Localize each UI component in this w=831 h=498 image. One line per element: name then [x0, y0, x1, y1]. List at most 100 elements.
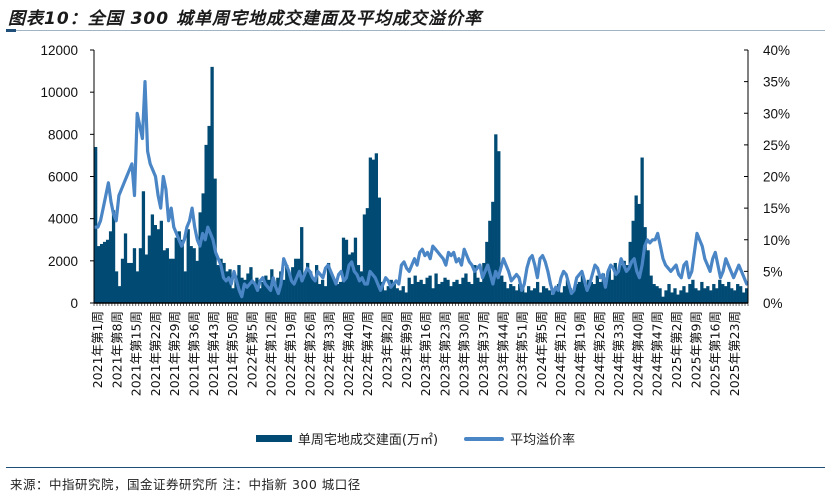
bar — [458, 284, 462, 303]
right-tick-label: 25% — [763, 138, 790, 153]
bar — [595, 275, 599, 303]
bar — [264, 275, 268, 303]
bar — [691, 279, 695, 303]
bar — [527, 286, 531, 303]
bar — [491, 201, 495, 303]
bar — [189, 246, 193, 303]
x-tick-label: 2024年第5周 — [534, 311, 549, 388]
bar — [730, 288, 734, 303]
bar — [150, 214, 155, 303]
bar — [640, 157, 644, 303]
bar — [727, 281, 731, 303]
legend-item-premium: 平均溢价率 — [464, 429, 575, 448]
bar — [174, 237, 178, 303]
bar — [473, 265, 477, 303]
bar — [646, 250, 650, 303]
bar — [712, 284, 716, 303]
x-tick-label: 2023年第9周 — [399, 311, 414, 388]
bar — [177, 231, 181, 303]
bar — [467, 281, 471, 303]
bar — [306, 262, 310, 303]
bar — [192, 248, 196, 303]
x-tick-label: 2022年第12周 — [264, 311, 279, 396]
bar — [416, 281, 420, 303]
bar — [204, 144, 208, 303]
x-tick-label: 2023年第44周 — [495, 311, 510, 396]
bar — [347, 254, 352, 303]
bar — [404, 292, 408, 303]
bar — [126, 262, 131, 303]
legend-bar-swatch — [255, 435, 292, 442]
bar — [419, 279, 423, 303]
bar — [455, 279, 459, 303]
bar — [452, 281, 456, 303]
bar — [521, 288, 525, 303]
bar — [371, 159, 376, 303]
x-tick-label: 2021年第43周 — [206, 311, 221, 396]
bar — [365, 208, 370, 303]
left-tick-label: 0 — [70, 296, 78, 311]
x-tick-label: 2024年第26周 — [592, 311, 607, 396]
x-tick-label: 2023年第51周 — [515, 311, 530, 396]
bar — [231, 288, 235, 303]
right-tick-label: 35% — [763, 75, 790, 90]
bar — [210, 66, 214, 303]
bar — [350, 252, 355, 303]
bar — [368, 157, 373, 303]
bar — [628, 241, 632, 303]
bar — [709, 290, 713, 303]
bar — [359, 271, 364, 303]
bar — [524, 292, 528, 303]
bar — [320, 279, 325, 303]
bar — [658, 288, 662, 303]
bar — [679, 290, 683, 303]
x-tick-label: 2025年第23周 — [727, 311, 742, 396]
bar — [147, 235, 152, 303]
right-tick-label: 10% — [763, 233, 790, 248]
bar — [703, 288, 707, 303]
bar — [258, 288, 262, 303]
x-tick-label: 2023年第16周 — [418, 311, 433, 396]
bar — [303, 273, 307, 303]
bar — [138, 248, 143, 303]
bar — [550, 294, 555, 303]
bar — [676, 294, 680, 303]
bar — [198, 212, 202, 303]
bar — [162, 250, 166, 303]
bar — [94, 146, 98, 303]
bar — [634, 195, 638, 303]
bar — [117, 286, 122, 303]
bar — [655, 286, 659, 303]
bar — [479, 281, 483, 303]
bar — [494, 134, 498, 303]
bar — [398, 290, 402, 303]
bar — [99, 243, 104, 303]
bar — [440, 281, 444, 303]
bar — [377, 197, 381, 303]
left-tick-label: 4000 — [48, 212, 78, 227]
bar — [267, 279, 271, 303]
right-tick-label: 30% — [763, 106, 790, 121]
premium-line — [93, 80, 749, 299]
bar — [437, 284, 441, 303]
bar — [541, 286, 546, 303]
bar — [688, 284, 692, 303]
chart-title: 图表10：全国 300 城单周宅地成交建面及平均成交溢价率 — [8, 9, 482, 29]
title-divider — [6, 30, 825, 31]
left-tick-label: 2000 — [48, 254, 78, 269]
bar — [362, 214, 367, 303]
bar — [736, 284, 740, 303]
x-tick-label: 2021年第22周 — [148, 311, 163, 396]
bar — [449, 286, 453, 303]
bar — [425, 277, 429, 303]
legend-bar-label: 单周宅地成交建面(万㎡) — [297, 433, 439, 448]
bar — [637, 203, 641, 303]
bar — [282, 279, 286, 303]
bar — [503, 281, 507, 303]
bar — [249, 267, 253, 303]
bar — [114, 271, 119, 303]
bar — [326, 262, 331, 303]
right-tick-label: 0% — [763, 296, 783, 311]
bar — [470, 284, 474, 303]
bar — [580, 275, 585, 303]
